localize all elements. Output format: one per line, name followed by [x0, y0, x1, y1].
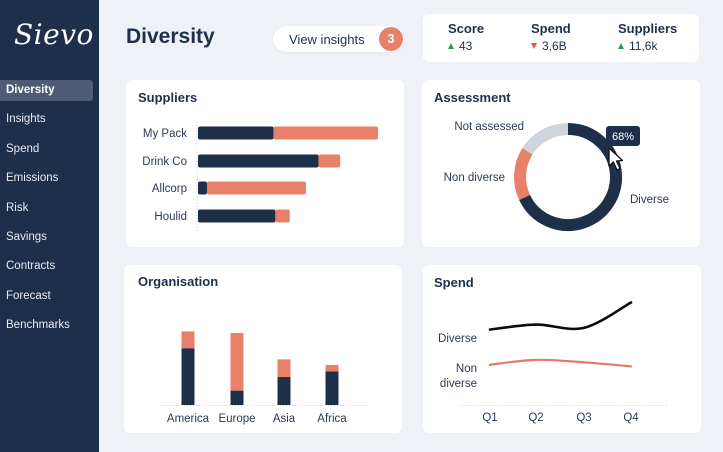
page-title: Diversity	[126, 25, 215, 48]
pointer-arrow-icon	[608, 147, 624, 171]
supplier-bar-my-pack-1	[273, 126, 378, 140]
kpi-score-label: Score	[448, 21, 485, 36]
kpi-spend-value: 3,6B	[542, 39, 567, 53]
organisation-bar-america-0	[181, 348, 195, 405]
insights-count-badge: 3	[379, 27, 403, 51]
sidebar-item-diversity[interactable]: Diversity	[0, 80, 93, 101]
organisation-bar-europe-0	[230, 390, 244, 405]
organisation-tick-america: America	[167, 413, 210, 425]
sidebar-item-risk[interactable]: Risk	[6, 201, 29, 214]
kpi-card: Score 43 Spend 3,6B Suppliers 11,6k	[423, 14, 699, 62]
organisation-bar-europe-1	[230, 333, 244, 391]
tooltip-box	[606, 126, 640, 146]
spend-tick-q3: Q3	[576, 412, 591, 424]
organisation-tick-asia: Asia	[273, 413, 296, 425]
assessment-card: Assessment Diverse Non diverse Not assesse…	[422, 80, 700, 247]
sidebar-item-insights[interactable]: Insights	[6, 113, 46, 126]
supplier-bar-allcorp-0	[198, 181, 207, 195]
donut-slice-diverse	[519, 123, 622, 231]
donut-label-not-assessed: Not assessed	[454, 121, 524, 133]
kpi-spend: Spend 3,6B	[531, 21, 571, 53]
spend-chart: Q1 Q2 Q3 Q4 Diverse Non diverse	[438, 301, 667, 424]
assessment-title: Assessment	[434, 90, 511, 105]
organisation-bar-asia-1	[277, 359, 291, 377]
supplier-label-houlid: Houlid	[154, 211, 187, 223]
tooltip-text: 68%	[612, 131, 634, 143]
trend-up-icon	[618, 43, 624, 49]
spend-line-non-diverse	[488, 358, 633, 368]
sidebar-item-benchmarks[interactable]: Benchmarks	[6, 319, 70, 332]
spend-series-label-non-diverse-line1: Non	[456, 363, 477, 375]
supplier-bar-drink-co-0	[198, 154, 319, 168]
sievo-logo[interactable]: Sievo	[14, 18, 94, 51]
kpi-score-value: 43	[459, 39, 473, 53]
donut-label-non-diverse: Non diverse	[444, 172, 505, 184]
spend-series-label-diverse: Diverse	[438, 333, 477, 345]
sidebar-item-forecast[interactable]: Forecast	[6, 289, 51, 302]
kpi-suppliers: Suppliers 11,6k	[618, 21, 677, 53]
spend-tick-q2: Q2	[528, 412, 543, 424]
organisation-bar-africa-0	[325, 371, 339, 405]
donut-slice-non-diverse	[514, 148, 533, 200]
sidebar-item-savings[interactable]: Savings	[6, 230, 47, 243]
spend-tick-q1: Q1	[482, 412, 497, 424]
kpi-score: Score 43	[448, 21, 484, 53]
organisation-bar-africa-1	[325, 365, 339, 372]
organisation-tick-africa: Africa	[317, 413, 347, 425]
trend-down-icon	[531, 43, 537, 49]
supplier-bar-houlid-1	[275, 209, 290, 223]
donut-slice-not-assessed	[522, 123, 569, 155]
spend-line-diverse	[488, 301, 633, 331]
supplier-bar-houlid-0	[198, 209, 276, 223]
kpi-suppliers-label: Suppliers	[618, 21, 678, 36]
suppliers-chart: My Pack Drink Co Allcorp Houlid	[142, 122, 378, 232]
organisation-title: Organisation	[138, 274, 219, 289]
spend-series-label-non-diverse-line2: diverse	[440, 378, 477, 390]
suppliers-title: Suppliers	[138, 90, 198, 105]
view-insights-label: View insights	[289, 32, 365, 47]
assessment-chart: Diverse Non diverse Not assessed 68%	[444, 121, 669, 231]
organisation-tick-europe: Europe	[218, 413, 255, 425]
supplier-label-allcorp: Allcorp	[152, 183, 187, 195]
sidebar-item-contracts[interactable]: Contracts	[6, 260, 56, 273]
supplier-label-drink-co: Drink Co	[142, 156, 187, 168]
sidebar-nav: Diversity Insights Spend Emissions Risk …	[0, 80, 99, 345]
organisation-bar-asia-0	[277, 377, 291, 405]
spend-title: Spend	[434, 275, 474, 290]
organisation-chart: America Europe Asia Africa	[160, 331, 368, 425]
sidebar-item-spend[interactable]: Spend	[6, 142, 40, 155]
sidebar-item-emissions[interactable]: Emissions	[6, 172, 59, 185]
spend-tick-q4: Q4	[623, 412, 639, 424]
supplier-label-my-pack: My Pack	[143, 128, 187, 140]
spend-card: Spend Q1 Q2 Q3 Q4 Diverse Non diverse	[423, 265, 701, 433]
supplier-bar-drink-co-1	[318, 154, 341, 168]
view-insights-button[interactable]: View insights 3	[273, 26, 404, 52]
organisation-card: Organisation America Europe Asia Africa	[124, 265, 402, 433]
organisation-bar-america-1	[181, 331, 195, 349]
sidebar: Sievo Diversity Insights Spend Emissions…	[0, 0, 99, 452]
supplier-bar-my-pack-0	[198, 126, 274, 140]
trend-up-icon	[448, 43, 454, 49]
supplier-bar-allcorp-1	[207, 181, 306, 195]
kpi-spend-label: Spend	[531, 21, 571, 36]
suppliers-card: Suppliers My Pack Drink Co Allcorp Houlid	[126, 80, 404, 247]
kpi-suppliers-value: 11,6k	[629, 39, 658, 53]
donut-label-diverse: Diverse	[630, 194, 669, 206]
